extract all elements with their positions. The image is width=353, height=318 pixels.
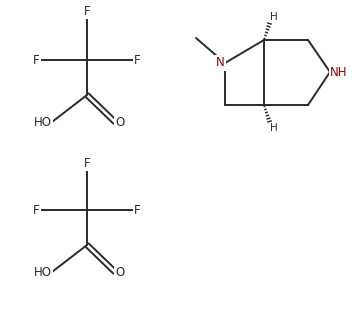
Text: HO: HO <box>34 115 52 128</box>
Text: H: H <box>270 12 278 22</box>
Text: HO: HO <box>34 266 52 279</box>
Text: F: F <box>34 53 40 66</box>
Text: F: F <box>84 5 90 18</box>
Text: N: N <box>216 57 225 70</box>
Text: O: O <box>115 266 124 279</box>
Text: NH: NH <box>330 66 347 79</box>
Text: F: F <box>34 204 40 217</box>
Text: H: H <box>270 123 278 133</box>
Text: F: F <box>134 53 140 66</box>
Text: O: O <box>115 115 124 128</box>
Text: F: F <box>134 204 140 217</box>
Text: F: F <box>84 157 90 170</box>
